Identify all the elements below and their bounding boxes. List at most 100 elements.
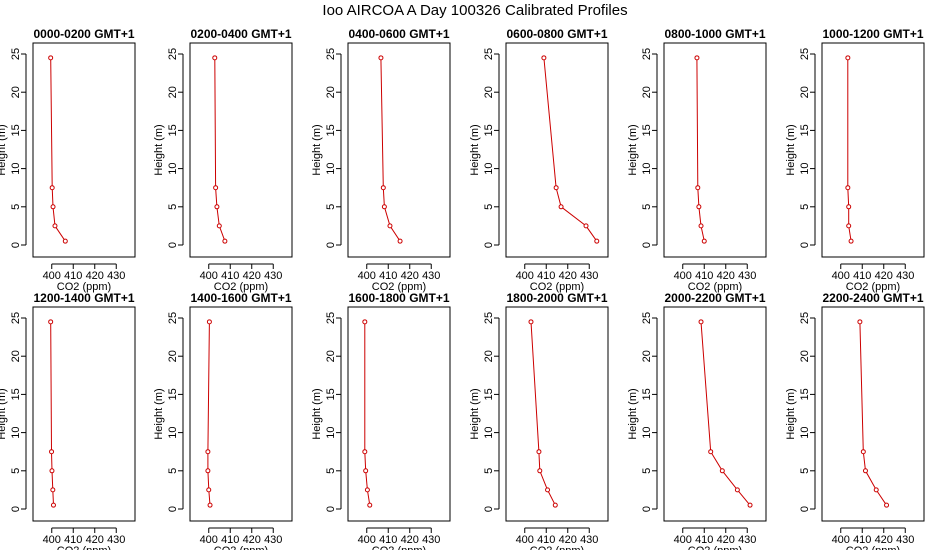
data-point bbox=[213, 185, 219, 191]
plot-frame bbox=[347, 42, 451, 258]
data-point bbox=[48, 319, 54, 325]
y-tick-label: 25 bbox=[325, 48, 337, 60]
y-tick-label: 20 bbox=[167, 86, 179, 98]
x-tick-label: 410 bbox=[379, 270, 397, 282]
y-axis-label: Height (m) bbox=[0, 124, 8, 175]
y-tick-label: 0 bbox=[641, 242, 653, 248]
x-tick-label: 430 bbox=[896, 534, 914, 546]
x-tick-label: 400 bbox=[358, 534, 376, 546]
y-tick-label: 25 bbox=[799, 312, 811, 324]
x-tick-label: 410 bbox=[379, 534, 397, 546]
x-axis-label: CO2 (ppm) bbox=[846, 545, 900, 550]
x-tick-label: 420 bbox=[401, 270, 419, 282]
y-tick-label: 25 bbox=[641, 48, 653, 60]
y-axis-label: Height (m) bbox=[785, 124, 797, 175]
x-tick-label: 420 bbox=[717, 270, 735, 282]
data-point bbox=[695, 185, 701, 191]
panel-5: 0800-1000 GMT+1 0 5 10 15 20 25 Height (m) 400 41… bbox=[627, 27, 767, 293]
data-point bbox=[698, 319, 704, 325]
plot-frame bbox=[189, 306, 293, 522]
y-tick-label: 15 bbox=[167, 388, 179, 400]
plot-frame bbox=[663, 42, 767, 258]
x-axis-label: CO2 (ppm) bbox=[57, 545, 111, 550]
y-tick-label: 25 bbox=[483, 48, 495, 60]
data-point bbox=[367, 502, 373, 508]
data-point bbox=[884, 502, 890, 508]
x-tick-label: 430 bbox=[422, 270, 440, 282]
series-line bbox=[543, 57, 598, 242]
x-axis-label: CO2 (ppm) bbox=[214, 281, 268, 293]
y-tick-label: 15 bbox=[10, 388, 22, 400]
x-tick-label: 400 bbox=[43, 534, 61, 546]
y-tick-label: 0 bbox=[10, 242, 22, 248]
y-tick-label: 0 bbox=[167, 506, 179, 512]
y-tick-label: 5 bbox=[641, 204, 653, 210]
data-point bbox=[49, 468, 55, 474]
x-axis-label: CO2 (ppm) bbox=[530, 281, 584, 293]
y-axis-label: Height (m) bbox=[311, 388, 323, 439]
x-tick-label: 420 bbox=[401, 534, 419, 546]
y-tick-label: 10 bbox=[167, 426, 179, 438]
series-line bbox=[50, 321, 54, 506]
data-point bbox=[698, 223, 704, 229]
y-tick-label: 20 bbox=[10, 86, 22, 98]
panel-11: 2000-2200 GMT+1 0 5 10 15 20 25 Height (m) 400 41… bbox=[627, 291, 767, 555]
y-tick-label: 20 bbox=[799, 86, 811, 98]
y-tick-label: 25 bbox=[641, 312, 653, 324]
x-axis-label: CO2 (ppm) bbox=[688, 545, 742, 550]
y-tick-label: 10 bbox=[10, 426, 22, 438]
data-point bbox=[50, 502, 56, 508]
y-tick-label: 15 bbox=[799, 124, 811, 136]
data-point bbox=[364, 487, 370, 493]
y-tick-label: 20 bbox=[10, 350, 22, 362]
data-point bbox=[380, 185, 386, 191]
panel-title: 1200-1400 GMT+1 bbox=[33, 291, 134, 305]
x-tick-label: 420 bbox=[717, 534, 735, 546]
x-tick-label: 420 bbox=[875, 534, 893, 546]
y-tick-label: 15 bbox=[10, 124, 22, 136]
y-tick-label: 25 bbox=[483, 312, 495, 324]
data-point bbox=[363, 468, 369, 474]
x-tick-label: 410 bbox=[853, 534, 871, 546]
data-point bbox=[848, 238, 854, 244]
y-tick-label: 25 bbox=[10, 312, 22, 324]
x-tick-label: 410 bbox=[64, 270, 82, 282]
y-tick-label: 10 bbox=[641, 162, 653, 174]
y-tick-label: 25 bbox=[167, 48, 179, 60]
y-tick-label: 10 bbox=[167, 162, 179, 174]
x-tick-label: 400 bbox=[832, 270, 850, 282]
data-point bbox=[541, 55, 547, 61]
x-axis-label: CO2 (ppm) bbox=[530, 545, 584, 550]
x-tick-label: 410 bbox=[64, 534, 82, 546]
y-tick-label: 20 bbox=[325, 350, 337, 362]
y-tick-label: 0 bbox=[641, 506, 653, 512]
x-tick-label: 400 bbox=[200, 534, 218, 546]
data-point bbox=[846, 204, 852, 210]
y-tick-label: 20 bbox=[167, 350, 179, 362]
series-line bbox=[214, 57, 226, 242]
x-tick-label: 420 bbox=[86, 270, 104, 282]
x-tick-label: 430 bbox=[738, 270, 756, 282]
panel-title: 0200-0400 GMT+1 bbox=[190, 27, 291, 41]
y-tick-label: 5 bbox=[10, 204, 22, 210]
y-tick-label: 15 bbox=[325, 388, 337, 400]
y-tick-label: 5 bbox=[325, 204, 337, 210]
panel-12: 2200-2400 GMT+1 0 5 10 15 20 25 Height (m) 400 41… bbox=[785, 291, 925, 555]
x-tick-label: 410 bbox=[695, 270, 713, 282]
x-tick-label: 420 bbox=[86, 534, 104, 546]
panel-title: 0600-0800 GMT+1 bbox=[506, 27, 607, 41]
series-line bbox=[696, 57, 705, 242]
data-point bbox=[583, 223, 589, 229]
y-tick-label: 15 bbox=[167, 124, 179, 136]
panel-10: 1800-2000 GMT+1 0 5 10 15 20 25 Height (m) 400 41… bbox=[469, 291, 609, 555]
y-tick-label: 5 bbox=[483, 468, 495, 474]
y-tick-label: 5 bbox=[167, 204, 179, 210]
panel-3: 0400-0600 GMT+1 0 5 10 15 20 25 Height (m) 400 41… bbox=[311, 27, 451, 293]
y-tick-label: 20 bbox=[641, 350, 653, 362]
y-tick-label: 5 bbox=[799, 468, 811, 474]
y-tick-label: 0 bbox=[483, 242, 495, 248]
data-point bbox=[862, 468, 868, 474]
y-tick-label: 0 bbox=[483, 506, 495, 512]
plot-frame bbox=[189, 42, 293, 258]
series-line bbox=[207, 321, 211, 506]
